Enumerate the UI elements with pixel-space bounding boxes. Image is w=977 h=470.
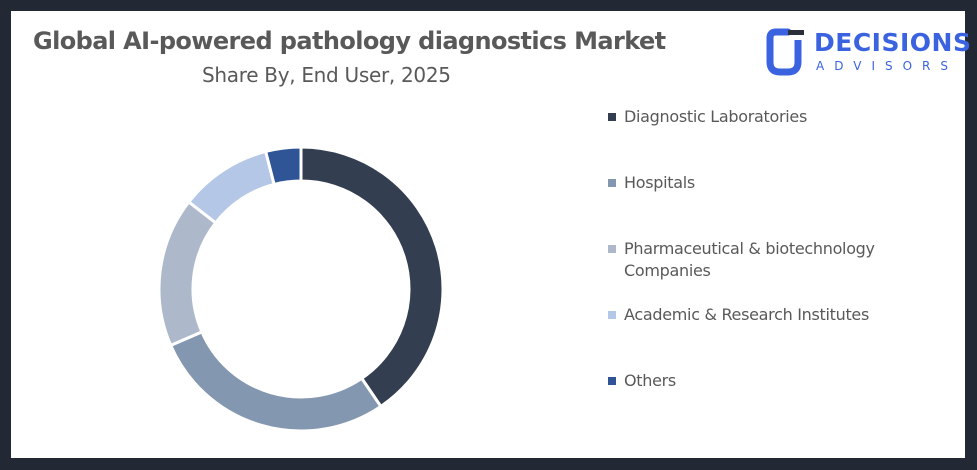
- legend-item: Academic & Research Institutes: [608, 304, 908, 326]
- legend-item: Hospitals: [608, 172, 908, 194]
- logo-wordmark: DECISIONS: [814, 28, 972, 57]
- chart-card: Global AI-powered pathology diagnostics …: [11, 11, 971, 458]
- legend-label: Others: [624, 371, 676, 390]
- legend-label: Diagnostic Laboratories: [624, 107, 808, 126]
- legend-item: Others: [608, 370, 908, 392]
- donut-slice-diagnostic-laboratories: [299, 145, 445, 409]
- legend-label: Hospitals: [624, 173, 695, 192]
- donut-slice-academic-research-institutes: [186, 149, 276, 225]
- chart-title: Global AI-powered pathology diagnostics …: [33, 27, 666, 55]
- donut-slice-hospitals: [168, 329, 383, 432]
- chart-subtitle: Share By, End User, 2025: [202, 63, 451, 87]
- legend-item: Diagnostic Laboratories: [608, 106, 908, 128]
- legend-swatch-icon: [608, 179, 616, 187]
- logo-tagline: ADVISORS: [816, 59, 959, 73]
- donut-chart: [157, 145, 445, 432]
- donut-slice-pharmaceutical-biotechnology-companies: [157, 199, 218, 348]
- decisions-advisors-logo-icon: [766, 28, 804, 76]
- donut-slice-others: [263, 145, 303, 187]
- legend-swatch-icon: [608, 311, 616, 319]
- legend-item: Pharmaceutical & biotechnology Companies: [608, 238, 908, 282]
- legend-label: Academic & Research Institutes: [624, 305, 870, 324]
- legend-swatch-icon: [608, 113, 616, 121]
- legend-swatch-icon: [608, 377, 616, 385]
- brand-logo: DECISIONS ADVISORS: [766, 28, 971, 80]
- legend-swatch-icon: [608, 245, 616, 253]
- legend-label: Pharmaceutical & biotechnology Companies: [624, 239, 875, 280]
